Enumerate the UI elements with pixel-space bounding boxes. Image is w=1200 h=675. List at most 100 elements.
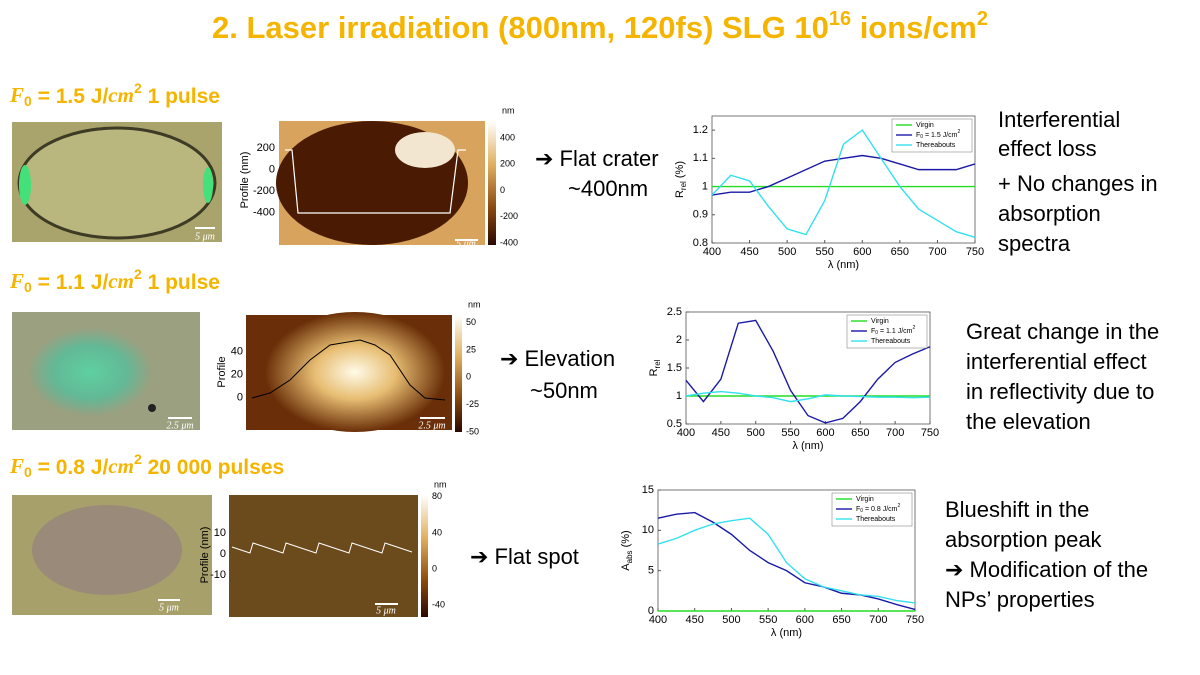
legend-text: F xyxy=(856,506,860,513)
legend-label: F0 = 1.1 J/cm2 xyxy=(871,325,916,336)
legend-label: F0 = 1.5 J/cm2 xyxy=(916,129,961,140)
colorbar-tick: 0 xyxy=(432,563,437,573)
y-tick-label: 0.8 xyxy=(693,237,708,249)
result-text: ➔ Flat crater xyxy=(535,146,659,171)
x-axis-label: λ (nm) xyxy=(828,259,859,271)
description-line: Great change in the xyxy=(966,319,1159,344)
x-tick-label: 550 xyxy=(759,614,777,626)
colorbar-tick: -50 xyxy=(466,426,479,436)
x-tick-label: 450 xyxy=(740,246,758,258)
legend-sup: 2 xyxy=(913,325,916,331)
description-line: NPs’ properties xyxy=(945,587,1095,612)
afm-image xyxy=(246,312,462,432)
tick-label: 0 xyxy=(269,163,275,175)
result-text: ~50nm xyxy=(530,378,598,403)
y-tick-label: 1.1 xyxy=(693,152,708,164)
unit: cm xyxy=(108,454,134,478)
series-line xyxy=(711,129,976,239)
legend-text: = 1.5 J/cm xyxy=(923,132,958,139)
tick-label: 200 xyxy=(257,142,275,154)
y-tick-label: 0.9 xyxy=(693,209,708,221)
x-tick-label: 500 xyxy=(722,614,740,626)
y-tick-label: 2.5 xyxy=(667,306,682,318)
tick-label: 10 xyxy=(214,527,226,539)
colorbar-tick: 0 xyxy=(500,185,505,195)
x-tick-label: 700 xyxy=(869,614,887,626)
colorbar-unit: nm xyxy=(434,479,447,489)
label-text: A xyxy=(620,563,632,571)
label-sub: rel xyxy=(679,181,688,190)
colorbar-tick: 400 xyxy=(500,132,515,142)
x-tick-label: 400 xyxy=(703,246,721,258)
legend-text: Thereabouts xyxy=(916,142,956,149)
x-axis-label: λ (nm) xyxy=(771,627,802,639)
x-tick-label: 650 xyxy=(891,246,909,258)
description-line: interferential effect xyxy=(966,349,1147,374)
heading-text: 1 pulse xyxy=(142,85,220,108)
axis-label: Profile xyxy=(216,356,228,387)
legend-label: Thereabouts xyxy=(871,338,911,345)
legend-text: = 0.8 J/cm xyxy=(863,506,898,513)
legend-text: Virgin xyxy=(856,496,874,503)
legend-text: Thereabouts xyxy=(871,338,911,345)
scale-label: 2.5 μm xyxy=(418,420,445,431)
micrograph xyxy=(12,495,212,615)
colorbar-unit: nm xyxy=(502,105,515,115)
series-line xyxy=(657,511,916,611)
colorbar-tick: 50 xyxy=(466,317,476,327)
tick-label: 0 xyxy=(220,548,226,560)
afm-image xyxy=(229,495,428,617)
legend-text: Virgin xyxy=(916,122,934,129)
micrograph xyxy=(12,122,222,242)
label-text: R xyxy=(648,368,660,376)
x-tick-label: 750 xyxy=(921,427,939,439)
x-tick-label: 450 xyxy=(712,427,730,439)
scale-label: 5 μm xyxy=(159,602,179,613)
label-sub: rel xyxy=(653,359,662,368)
y-tick-label: 1 xyxy=(676,390,682,402)
label-text: (%) xyxy=(620,530,632,550)
tick-label: -400 xyxy=(253,207,275,219)
colorbar-tick: 0 xyxy=(466,372,471,382)
description-line: Interferential xyxy=(998,107,1120,132)
result-text: ➔ Elevation xyxy=(500,346,615,371)
unit: cm xyxy=(108,83,134,107)
colorbar-tick: -25 xyxy=(466,399,479,409)
title-text: ions/cm xyxy=(851,10,977,45)
superscript: 2 xyxy=(134,451,142,467)
axis-label: Profile (nm) xyxy=(199,527,211,584)
scale-label: 5 μm xyxy=(456,238,476,249)
label-sub: abs xyxy=(625,550,634,563)
superscript: 2 xyxy=(134,266,142,282)
x-tick-label: 450 xyxy=(686,614,704,626)
colorbar-tick: 80 xyxy=(432,491,442,501)
legend-sub: 0 xyxy=(920,134,923,140)
description-line: absorption xyxy=(998,201,1101,226)
y-tick-label: 1.2 xyxy=(693,124,708,136)
unit: cm xyxy=(108,269,134,293)
description-line: Blueshift in the xyxy=(945,497,1089,522)
heading-text: = 1.1 J/ xyxy=(32,271,109,294)
legend-sub: 0 xyxy=(860,508,863,514)
title: 2. Laser irradiation (800nm, 120fs) SLG … xyxy=(212,8,988,45)
subscript: 0 xyxy=(24,93,32,109)
title-text: 2. Laser irradiation (800nm, 120fs) SLG … xyxy=(212,10,829,45)
x-tick-label: 750 xyxy=(966,246,984,258)
afm-image xyxy=(276,121,496,245)
symbol: F xyxy=(9,83,24,107)
legend-text: Virgin xyxy=(871,318,889,325)
result-text: ➔ Flat spot xyxy=(470,544,579,569)
legend-label: Virgin xyxy=(916,122,934,129)
section-heading: F0 = 1.1 J/cm2 1 pulse xyxy=(9,266,220,295)
legend-sup: 2 xyxy=(898,503,901,509)
series-line xyxy=(685,390,931,403)
y-tick-label: 2 xyxy=(676,334,682,346)
micrograph xyxy=(12,312,200,430)
legend-label: Thereabouts xyxy=(916,142,956,149)
x-tick-label: 600 xyxy=(796,614,814,626)
heading-text: 20 000 pulses xyxy=(142,456,284,479)
y-tick-label: 0.5 xyxy=(667,418,682,430)
x-tick-label: 500 xyxy=(747,427,765,439)
x-tick-label: 650 xyxy=(851,427,869,439)
